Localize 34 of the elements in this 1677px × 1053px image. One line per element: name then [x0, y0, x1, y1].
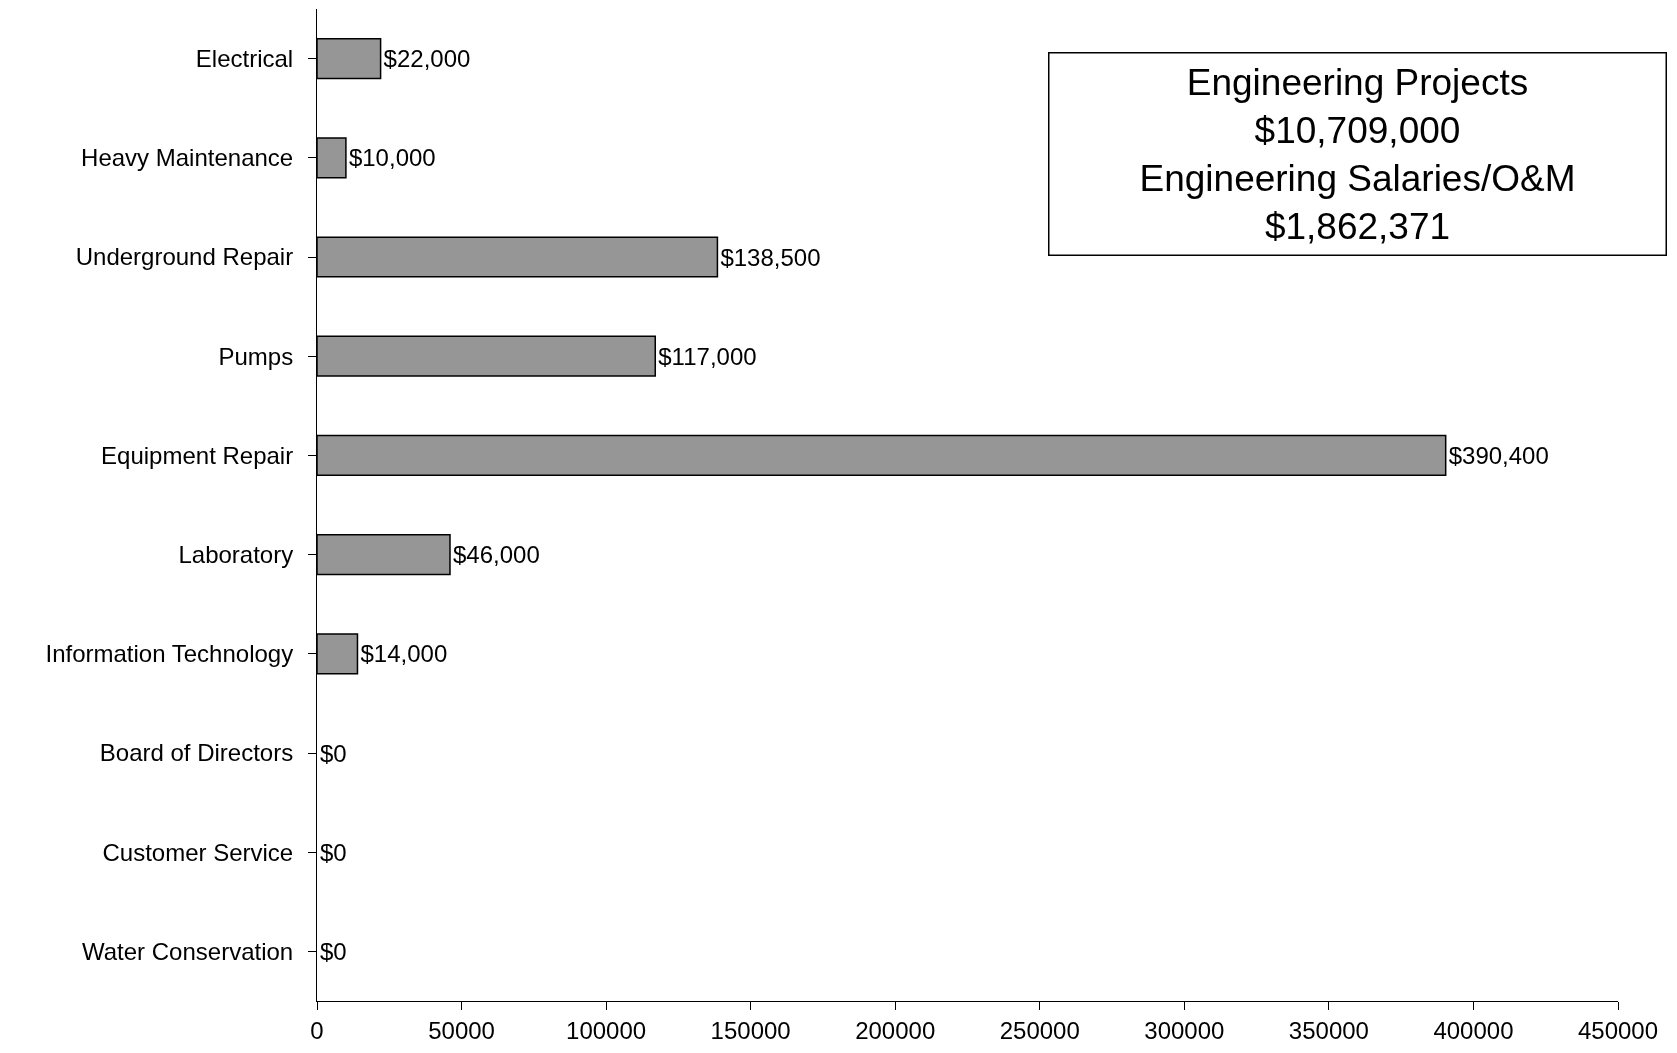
y-tick-label: Equipment Repair: [101, 441, 294, 469]
annotation: Engineering Projects: [1186, 61, 1529, 103]
x-tick-label: 200000: [855, 1016, 936, 1044]
y-tick-label: Customer Service: [102, 838, 294, 866]
data-label: $117,000: [658, 342, 757, 370]
data-label: $138,500: [720, 243, 821, 271]
y-tick-label: Electrical: [195, 45, 294, 72]
annotation: $10,709,000: [1254, 109, 1461, 151]
y-tick-label: Information Technology: [45, 640, 294, 668]
x-tick-label: 300000: [1144, 1016, 1225, 1044]
x-tick-label: 0: [310, 1016, 324, 1044]
x-tick-label: 350000: [1288, 1016, 1369, 1044]
annotation: Engineering Salaries/O&M: [1139, 157, 1576, 199]
x-tick-label: 150000: [710, 1016, 791, 1044]
x-tick-label: 450000: [1577, 1016, 1659, 1044]
data-label: $46,000: [452, 541, 540, 569]
data-label: $10,000: [348, 144, 436, 172]
data-label: $22,000: [383, 45, 471, 73]
data-label: $0: [320, 937, 347, 965]
data-label: $0: [320, 739, 347, 767]
x-tick-label: 100000: [566, 1016, 647, 1044]
annotation: $1,862,371: [1264, 205, 1451, 247]
data-label: $14,000: [360, 640, 448, 668]
x-tick-label: 250000: [999, 1016, 1080, 1044]
y-tick-label: Board of Directors: [99, 739, 294, 767]
data-label: $390,400: [1448, 441, 1549, 469]
y-tick-label: Underground Repair: [75, 243, 294, 271]
x-tick-label: 400000: [1433, 1016, 1514, 1044]
y-tick-label: Laboratory: [178, 541, 294, 568]
y-tick-label: Heavy Maintenance: [81, 144, 294, 172]
y-tick-label: Pumps: [218, 342, 294, 370]
data-label: $0: [320, 838, 347, 866]
y-tick-label: Water Conservation: [82, 937, 294, 965]
x-tick-label: 50000: [428, 1016, 495, 1044]
